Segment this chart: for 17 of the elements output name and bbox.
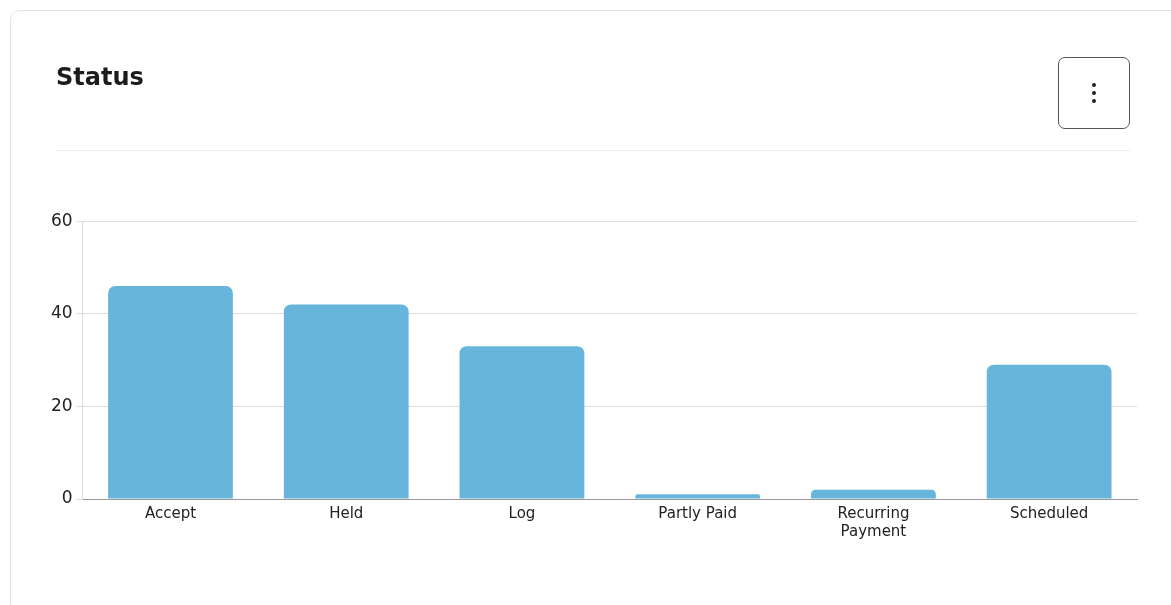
y-tick-label: 0: [61, 487, 73, 508]
y-tick-label: 20: [50, 394, 73, 415]
bar: [811, 489, 936, 499]
y-tick-label: 40: [50, 302, 73, 323]
chart-title: Status: [56, 63, 144, 91]
bar: [108, 286, 233, 499]
x-tick-label: Partly Paid: [658, 503, 738, 522]
bar: [986, 364, 1112, 499]
bar: [459, 346, 585, 499]
bar: [635, 494, 761, 499]
x-tick-label: Log: [508, 503, 536, 522]
x-tick-label: Accept: [144, 503, 197, 522]
x-tick-label: Scheduled: [1009, 503, 1089, 522]
bar: [283, 304, 409, 499]
y-tick-label: 60: [50, 209, 73, 230]
x-tick-label: Held: [329, 503, 364, 522]
x-tick-label: Recurring Payment: [837, 503, 910, 540]
